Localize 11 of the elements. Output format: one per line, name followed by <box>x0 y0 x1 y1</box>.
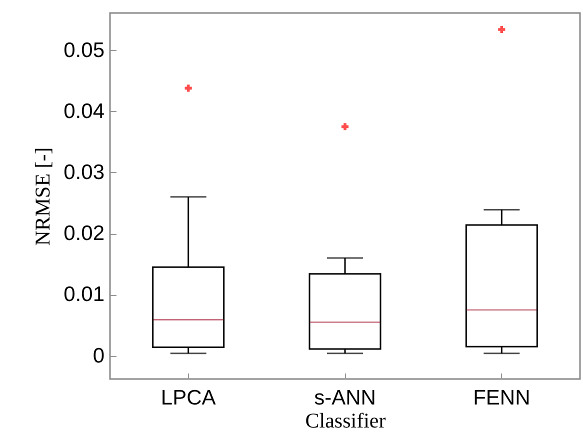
y-tick-label: 0.01 <box>64 283 104 306</box>
y-tick-label: 0.04 <box>64 100 105 123</box>
y-tick-label: 0 <box>92 344 104 368</box>
y-axis-title: NRMSE [-] <box>30 147 55 246</box>
y-tick-label: 0.03 <box>64 160 104 184</box>
y-tick-label: 0.02 <box>64 222 104 246</box>
x-tick-label: s-ANN <box>314 386 376 410</box>
x-tick-label: LPCA <box>160 386 216 410</box>
x-axis-title: Classifier <box>305 408 386 432</box>
y-tick-label: 0.05 <box>64 38 104 62</box>
x-tick-label: FENN <box>473 386 530 410</box>
